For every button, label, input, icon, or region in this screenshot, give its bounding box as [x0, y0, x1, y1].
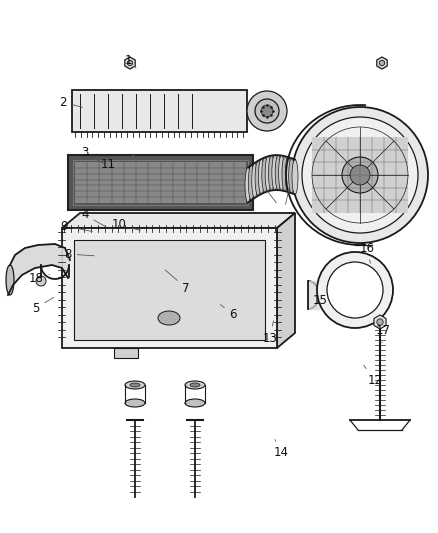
Ellipse shape	[258, 159, 265, 194]
Ellipse shape	[285, 157, 291, 192]
Ellipse shape	[289, 158, 295, 193]
Text: 8: 8	[64, 247, 94, 261]
Ellipse shape	[265, 156, 271, 191]
Ellipse shape	[185, 381, 205, 389]
Text: 18: 18	[28, 271, 49, 285]
Ellipse shape	[272, 155, 278, 190]
Text: 9: 9	[60, 220, 92, 232]
Ellipse shape	[185, 399, 205, 407]
Ellipse shape	[279, 156, 285, 190]
Text: 2: 2	[59, 95, 82, 109]
Polygon shape	[125, 57, 135, 69]
Circle shape	[327, 262, 383, 318]
Text: 5: 5	[32, 297, 53, 314]
Bar	[74, 240, 265, 340]
Bar	[114, 348, 138, 358]
Bar	[312, 137, 408, 213]
Ellipse shape	[158, 311, 180, 325]
Ellipse shape	[255, 161, 261, 196]
Circle shape	[379, 60, 385, 66]
Text: 15: 15	[313, 294, 333, 306]
Text: 3: 3	[81, 147, 105, 164]
Ellipse shape	[252, 163, 258, 198]
Ellipse shape	[292, 159, 298, 195]
Text: 7: 7	[165, 270, 190, 295]
Polygon shape	[374, 315, 386, 329]
Ellipse shape	[125, 399, 145, 407]
Polygon shape	[62, 213, 295, 228]
Ellipse shape	[248, 165, 254, 200]
Text: 12: 12	[364, 365, 382, 386]
Polygon shape	[62, 228, 277, 348]
Bar	[68, 155, 253, 210]
Ellipse shape	[245, 167, 251, 203]
Text: 13: 13	[262, 321, 277, 344]
Text: 10: 10	[112, 219, 140, 231]
Bar	[75, 162, 246, 203]
Text: 1: 1	[124, 53, 136, 68]
Bar	[73, 160, 248, 205]
Text: 11: 11	[100, 155, 134, 172]
Circle shape	[350, 165, 370, 185]
Ellipse shape	[262, 157, 268, 192]
Circle shape	[317, 252, 393, 328]
Circle shape	[342, 157, 378, 193]
Bar	[72, 90, 247, 132]
Circle shape	[36, 276, 46, 286]
Text: 16: 16	[360, 241, 374, 263]
Ellipse shape	[275, 155, 281, 190]
Text: 4: 4	[81, 208, 106, 227]
Ellipse shape	[282, 156, 288, 191]
Ellipse shape	[6, 265, 14, 295]
Circle shape	[261, 105, 273, 117]
Ellipse shape	[125, 381, 145, 389]
Text: 17: 17	[375, 324, 391, 343]
Text: 6: 6	[220, 305, 237, 320]
Ellipse shape	[268, 156, 275, 190]
Polygon shape	[377, 57, 387, 69]
Circle shape	[302, 117, 418, 233]
Circle shape	[255, 99, 279, 123]
Circle shape	[247, 91, 287, 131]
Text: 14: 14	[273, 440, 289, 459]
Polygon shape	[8, 244, 70, 295]
Circle shape	[377, 319, 383, 325]
Circle shape	[292, 107, 428, 243]
Polygon shape	[277, 213, 295, 348]
Ellipse shape	[190, 383, 200, 387]
Ellipse shape	[130, 383, 140, 387]
Circle shape	[127, 60, 133, 66]
